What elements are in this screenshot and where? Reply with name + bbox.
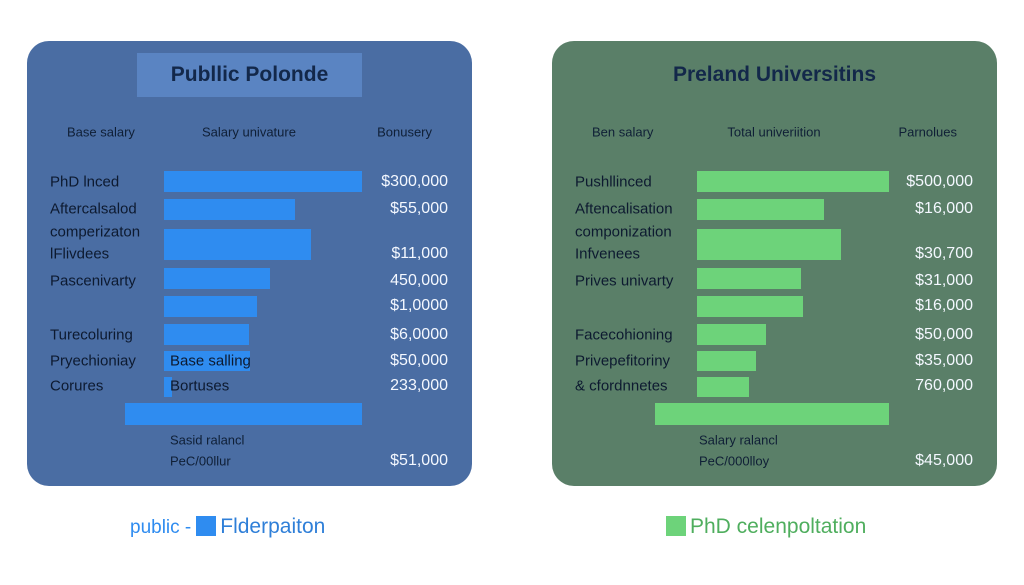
- legend: public - Flderpaiton: [130, 515, 325, 539]
- row-label: Infvenees: [575, 245, 641, 263]
- bar: [164, 351, 250, 371]
- bar: [697, 171, 889, 192]
- bar-text: Bortuses: [170, 377, 230, 395]
- row-value: $50,000: [915, 326, 973, 343]
- row-value: $300,000: [381, 173, 448, 190]
- column-header: Total univeriition: [727, 124, 821, 140]
- row-value: $50,000: [390, 352, 448, 369]
- bar: [164, 199, 295, 220]
- row-value: $1,0000: [390, 297, 448, 314]
- bar: [655, 403, 889, 425]
- row-value: $11,000: [391, 245, 448, 262]
- row-label: componization: [575, 223, 672, 241]
- bar: [164, 171, 362, 192]
- bar: [697, 199, 824, 220]
- row-value: $55,000: [390, 200, 448, 217]
- bar: [697, 324, 766, 345]
- row-label: PhD lnced: [50, 173, 120, 191]
- bar: [697, 296, 803, 317]
- row-label: Pryechioniay: [50, 352, 136, 370]
- footer-text: Sasid ralancl: [170, 432, 245, 448]
- row-value: 450,000: [390, 272, 448, 289]
- legend-swatch: [196, 516, 217, 536]
- legend-prefix: public -: [130, 517, 192, 538]
- column-header: Parnolues: [898, 124, 957, 140]
- footer-text: PeC/00llur: [170, 453, 231, 469]
- panel-title: Preland Universitins: [672, 63, 877, 86]
- bar: [164, 268, 270, 289]
- legend: PhD celenpoltation: [666, 515, 866, 539]
- bar: [697, 377, 749, 397]
- bar: [697, 351, 756, 371]
- row-value: $16,000: [915, 297, 973, 314]
- row-label: Prives univarty: [575, 272, 674, 290]
- footer-value: $45,000: [915, 452, 973, 469]
- row-value: $35,000: [915, 352, 973, 369]
- column-header: Base salary: [67, 124, 135, 140]
- column-header: Ben salary: [592, 124, 654, 140]
- footer-text: PeC/000lloy: [699, 453, 770, 469]
- footer-text: Salary ralancl: [699, 432, 778, 448]
- row-value: $16,000: [915, 200, 973, 217]
- legend-text: Flderpaiton: [220, 515, 326, 538]
- column-header: Bonusery: [377, 124, 432, 140]
- row-label: Aftercalsalod: [50, 200, 137, 218]
- legend-swatch: [666, 516, 686, 536]
- row-value: $30,700: [915, 245, 973, 262]
- row-label: & cfordnnetes: [575, 377, 668, 395]
- row-label: Facecohioning: [575, 326, 673, 344]
- bar: [125, 403, 362, 425]
- row-label: lFlivdees: [50, 245, 110, 263]
- row-label: Pushllinced: [575, 173, 652, 191]
- bar: [164, 324, 249, 345]
- row-value: $500,000: [906, 173, 973, 190]
- bar: [164, 296, 257, 317]
- bar: [697, 268, 801, 289]
- panel: Publlic Polonde Base salary Salary univatu…: [27, 41, 472, 486]
- title-highlight: [137, 53, 362, 97]
- bar-text: Base salling: [170, 352, 251, 370]
- panel: Preland Universitins Ben salary Total univ…: [552, 41, 997, 486]
- row-value: $31,000: [915, 272, 973, 289]
- row-label: comperizaton: [50, 223, 141, 241]
- row-value: 233,000: [390, 377, 448, 394]
- row-value: $6,0000: [390, 326, 448, 343]
- row-label: Turecoluring: [50, 326, 133, 344]
- row-label: Privepefitoriny: [575, 352, 671, 370]
- panel-title: Publlic Polonde: [170, 63, 329, 86]
- row-label: Aftencalisation: [575, 200, 673, 218]
- row-label: Corures: [50, 377, 104, 395]
- row-value: 760,000: [915, 377, 973, 394]
- bar: [697, 229, 841, 260]
- legend-text: PhD celenpoltation: [690, 515, 867, 538]
- row-label: Pascenivarty: [50, 272, 136, 290]
- footer-value: $51,000: [390, 452, 448, 469]
- bar: [164, 377, 172, 397]
- bar: [164, 229, 311, 260]
- column-header: Salary univature: [202, 124, 296, 140]
